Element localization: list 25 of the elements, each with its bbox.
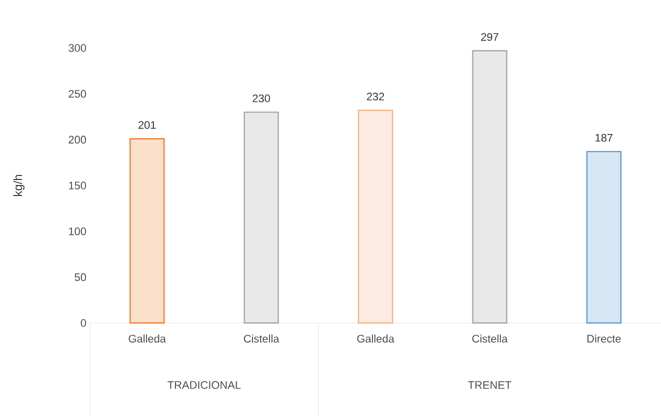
y-tick-label: 100 xyxy=(69,227,86,236)
y-tick-label: 300 xyxy=(68,44,86,52)
text: TRADICIONAL xyxy=(168,381,241,389)
y-tick-label: 250 xyxy=(68,90,86,98)
x-tick-label: Directe xyxy=(587,334,621,343)
data-label: 187 xyxy=(596,134,612,142)
bar xyxy=(586,150,622,324)
text: TRENET xyxy=(468,381,512,389)
data-label: 232 xyxy=(366,92,384,100)
y-tick-label: 0 xyxy=(80,319,86,327)
x-tick-label: Galleda xyxy=(357,334,394,343)
data-label: 297 xyxy=(481,33,498,41)
y-tick-label: 200 xyxy=(68,136,86,144)
x-tick-label: Cistella xyxy=(472,334,508,343)
y-axis-title: kg/h xyxy=(13,174,24,196)
y-tick-label: 50 xyxy=(74,273,86,282)
x-tick-label: Galleda xyxy=(128,334,166,343)
bar xyxy=(130,138,165,324)
x-tick-label: Cistella xyxy=(244,334,280,343)
bar xyxy=(358,110,394,324)
data-label: 201 xyxy=(138,121,156,129)
bar xyxy=(244,112,279,324)
bar xyxy=(472,50,508,324)
y-tick-label: 150 xyxy=(69,182,86,190)
data-label: 230 xyxy=(252,94,270,102)
